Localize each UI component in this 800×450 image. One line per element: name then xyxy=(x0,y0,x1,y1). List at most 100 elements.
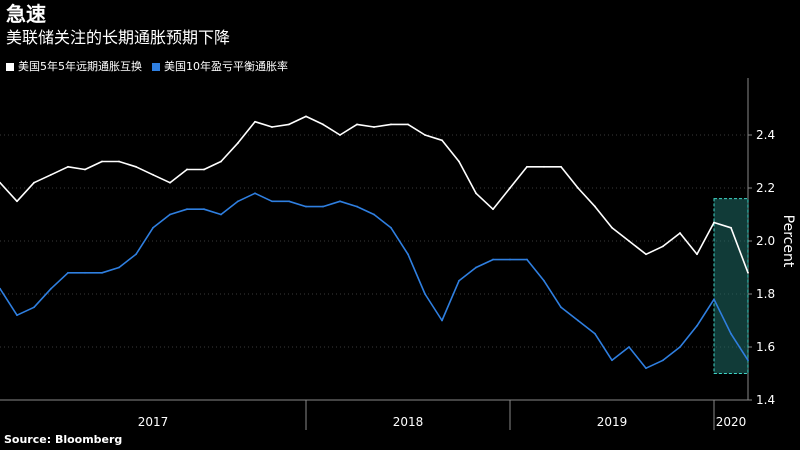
x-tick-label-1: 2018 xyxy=(393,415,424,429)
series-point-5y5y-23 xyxy=(390,123,392,126)
series-point-10y-14 xyxy=(237,200,239,203)
series-point-5y5y-1 xyxy=(16,200,18,203)
series-point-10y-1 xyxy=(16,314,18,317)
series-point-5y5y-28 xyxy=(475,192,477,195)
y-axis-title: Percent xyxy=(780,215,796,268)
series-point-5y5y-17 xyxy=(288,123,290,126)
series-point-5y5y-18 xyxy=(305,115,307,118)
series-point-5y5y-7 xyxy=(118,160,120,163)
series-line-5y5y xyxy=(0,115,749,274)
series-point-5y5y-24 xyxy=(407,123,409,126)
series-point-10y-13 xyxy=(220,213,222,216)
series-point-10y-42 xyxy=(713,298,715,301)
series-point-10y-4 xyxy=(67,271,69,274)
series-point-10y-17 xyxy=(288,200,290,203)
series-point-10y-31 xyxy=(526,258,528,261)
series-point-5y5y-16 xyxy=(271,126,273,128)
series-point-10y-41 xyxy=(696,324,698,327)
series-point-5y5y-9 xyxy=(152,173,154,176)
series-point-5y5y-35 xyxy=(594,205,596,208)
series-point-10y-15 xyxy=(254,192,256,195)
series-point-10y-20 xyxy=(339,200,341,203)
series-point-5y5y-21 xyxy=(356,123,358,126)
series-point-10y-32 xyxy=(543,279,545,282)
series-point-5y5y-4 xyxy=(67,165,69,168)
series-point-10y-10 xyxy=(169,213,171,216)
series-point-10y-18 xyxy=(305,205,307,208)
series-point-10y-36 xyxy=(611,359,613,362)
series-point-5y5y-39 xyxy=(662,245,664,248)
x-tick-label-0: 2017 xyxy=(138,415,169,429)
series-point-10y-34 xyxy=(577,319,579,322)
series-point-5y5y-19 xyxy=(322,123,324,126)
series-point-5y5y-38 xyxy=(645,253,647,256)
series-point-5y5y-26 xyxy=(441,139,443,142)
legend-swatch-10y xyxy=(152,63,160,71)
series-point-10y-25 xyxy=(424,293,426,295)
series-point-10y-44 xyxy=(747,359,749,362)
series-point-10y-11 xyxy=(186,208,188,211)
y-tick-label-5: 2.4 xyxy=(756,128,775,142)
series-point-5y5y-25 xyxy=(424,134,426,136)
series-point-10y-40 xyxy=(679,346,681,348)
series-point-5y5y-8 xyxy=(135,165,137,168)
series-point-10y-21 xyxy=(356,205,358,208)
series-point-10y-5 xyxy=(84,271,86,274)
series-point-10y-16 xyxy=(271,200,273,203)
series-point-5y5y-11 xyxy=(186,168,188,171)
y-tick-label-0: 1.4 xyxy=(756,393,775,407)
legend-label-5y5y: 美国5年5年远期通胀互换 xyxy=(18,60,142,73)
series-point-5y5y-43 xyxy=(730,226,732,229)
series-point-5y5y-22 xyxy=(373,126,375,128)
series-point-5y5y-20 xyxy=(339,134,341,136)
series-point-10y-22 xyxy=(373,213,375,216)
series-point-10y-2 xyxy=(33,306,35,309)
series-point-5y5y-12 xyxy=(203,168,205,171)
legend-swatch-5y5y xyxy=(6,63,14,71)
series-point-10y-6 xyxy=(101,271,103,274)
x-tick-label-3: 2020 xyxy=(716,415,747,429)
series-point-10y-8 xyxy=(135,253,137,256)
series-point-10y-35 xyxy=(594,332,596,335)
series-point-10y-38 xyxy=(645,367,647,370)
series-point-10y-26 xyxy=(441,319,443,322)
series-point-5y5y-13 xyxy=(220,160,222,163)
y-tick-label-4: 2.2 xyxy=(756,181,775,195)
series-point-5y5y-44 xyxy=(747,271,749,274)
series-point-10y-7 xyxy=(118,266,120,269)
series-point-5y5y-2 xyxy=(33,181,35,184)
series-point-10y-43 xyxy=(730,332,732,335)
series-point-10y-23 xyxy=(390,226,392,229)
series-point-5y5y-30 xyxy=(509,187,511,189)
series-point-5y5y-0 xyxy=(0,181,1,184)
x-tick-label-2: 2019 xyxy=(597,415,628,429)
legend-item-5y5y: 美国5年5年远期通胀互换 xyxy=(6,60,142,74)
series-point-10y-0 xyxy=(0,287,1,290)
series-point-5y5y-34 xyxy=(577,187,579,189)
series-point-5y5y-3 xyxy=(50,173,52,176)
series-point-5y5y-37 xyxy=(628,240,630,242)
legend: 美国5年5年远期通胀互换 美国10年盈亏平衡通胀率 xyxy=(6,60,288,74)
series-point-5y5y-29 xyxy=(492,208,494,211)
series-point-5y5y-31 xyxy=(526,165,528,168)
series-point-10y-12 xyxy=(203,208,205,211)
series-point-10y-39 xyxy=(662,359,664,362)
series-point-10y-24 xyxy=(407,253,409,256)
series-point-10y-37 xyxy=(628,346,630,348)
series-point-10y-28 xyxy=(475,266,477,269)
source-note: Source: Bloomberg xyxy=(4,433,123,446)
series-point-5y5y-15 xyxy=(254,120,256,123)
series-point-5y5y-10 xyxy=(169,181,171,184)
series-point-10y-19 xyxy=(322,205,324,208)
series-point-10y-30 xyxy=(509,258,511,261)
legend-item-10y: 美国10年盈亏平衡通胀率 xyxy=(152,60,288,74)
chart-subtitle: 美联储关注的长期通胀预期下降 xyxy=(6,28,231,47)
series-point-10y-33 xyxy=(560,306,562,309)
series-line-10y xyxy=(0,192,749,370)
series-point-5y5y-27 xyxy=(458,160,460,163)
legend-label-10y: 美国10年盈亏平衡通胀率 xyxy=(164,60,288,73)
series-point-5y5y-36 xyxy=(611,226,613,229)
series-point-5y5y-41 xyxy=(696,253,698,256)
series-point-10y-27 xyxy=(458,279,460,282)
